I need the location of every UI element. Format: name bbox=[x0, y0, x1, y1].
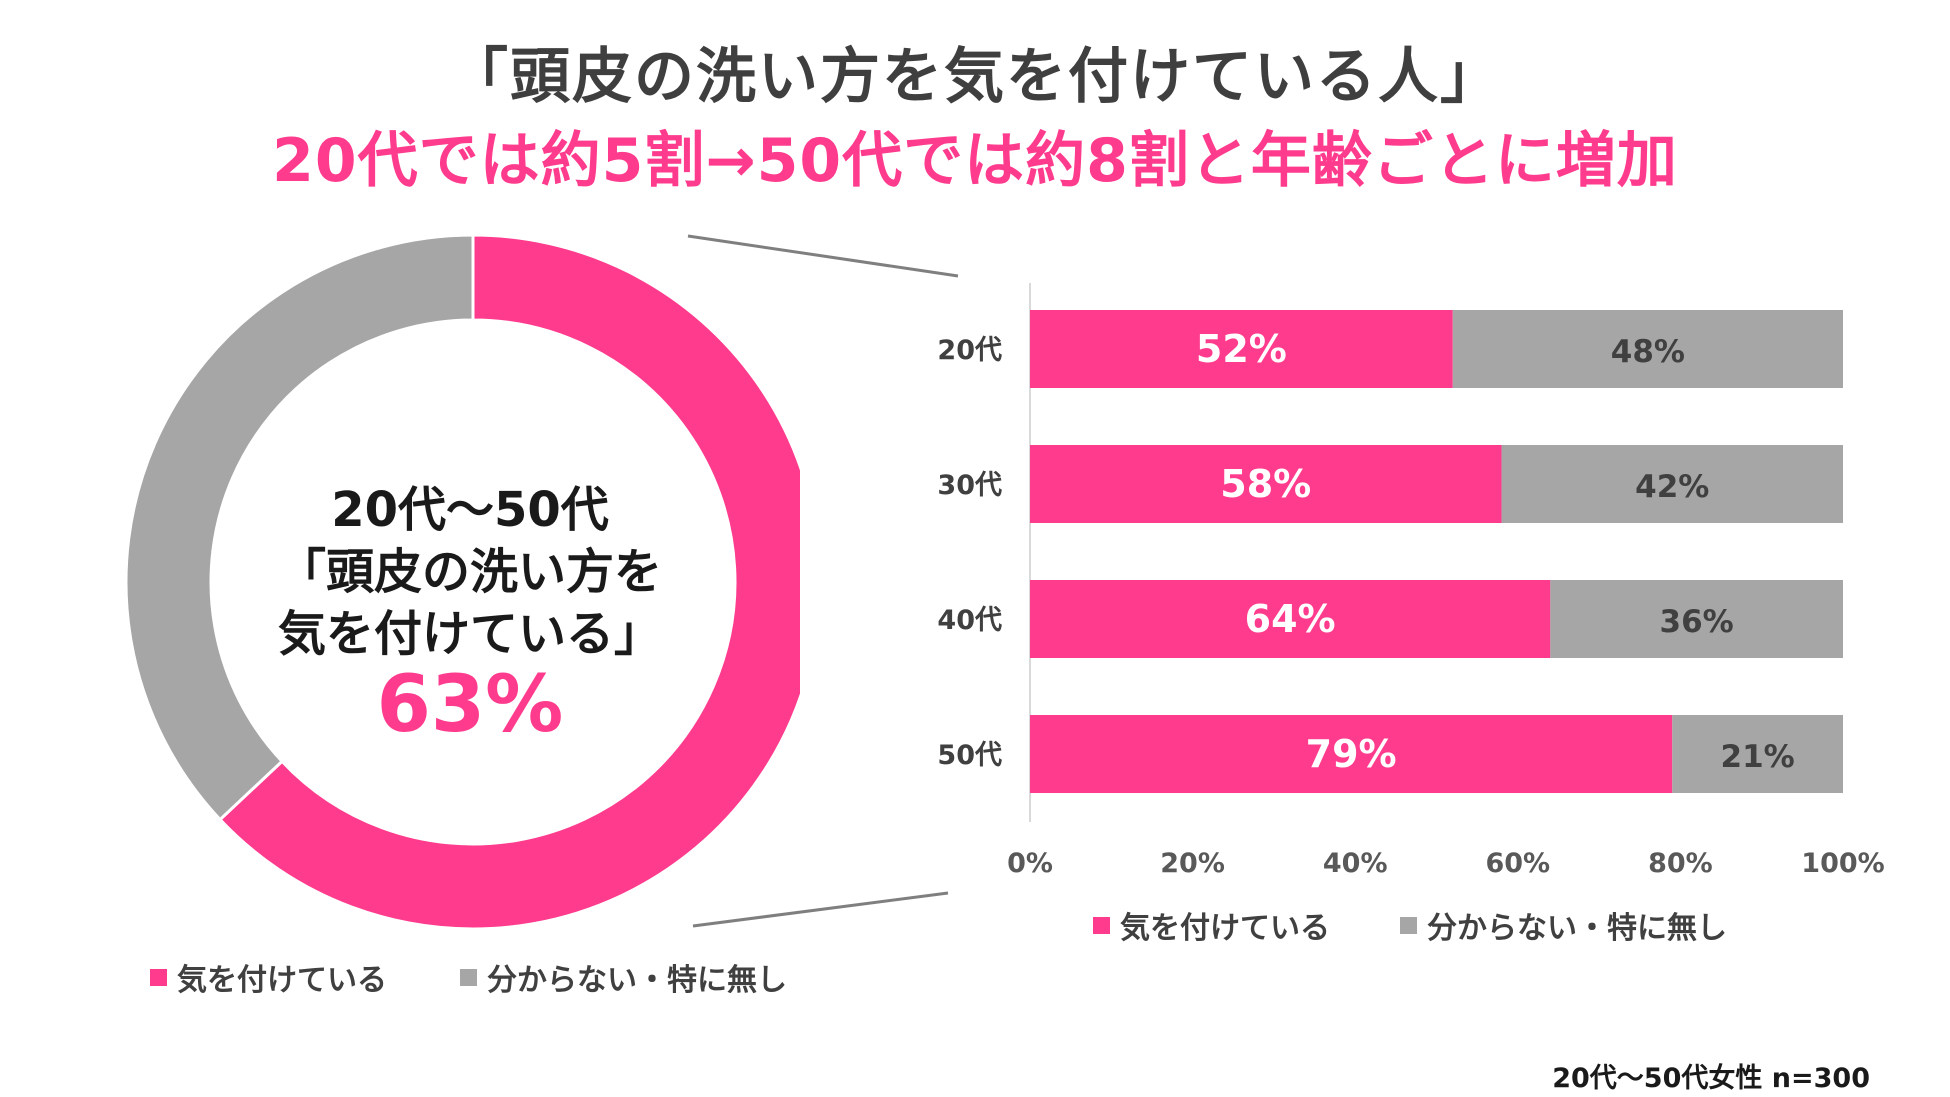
legend-swatch-gray bbox=[1400, 916, 1417, 934]
x-tick-label: 60% bbox=[1485, 848, 1550, 879]
bar-segment-none bbox=[1501, 445, 1843, 523]
y-tick-label: 30代 bbox=[937, 470, 1002, 501]
bar-data-label: 36% bbox=[1660, 604, 1734, 640]
y-tick-label: 40代 bbox=[937, 605, 1002, 636]
bar-data-label: 52% bbox=[1196, 327, 1287, 371]
zoom-connector-top bbox=[687, 234, 959, 278]
x-tick-label: 80% bbox=[1648, 848, 1713, 879]
bar-data-label: 48% bbox=[1611, 334, 1685, 370]
chart-subtitle: 20代では約5割→50代では約8割と年齢ごとに増加 bbox=[272, 126, 1678, 196]
legend-label: 分からない・特に無し bbox=[487, 963, 787, 998]
bar-segment-care bbox=[1030, 445, 1502, 523]
bar-segment-none bbox=[1452, 310, 1843, 388]
bar-segment-none bbox=[1672, 715, 1843, 793]
donut-center-line1: 20代～50代 bbox=[331, 482, 609, 538]
bar-data-label: 64% bbox=[1245, 597, 1336, 641]
bar-segment-care bbox=[1030, 715, 1673, 793]
y-tick-label: 50代 bbox=[937, 740, 1002, 771]
bar-data-label: 42% bbox=[1635, 469, 1709, 505]
x-tick-label: 100% bbox=[1801, 848, 1884, 879]
x-tick-label: 40% bbox=[1323, 848, 1388, 879]
bar-data-label: 21% bbox=[1721, 739, 1795, 775]
x-tick-label: 0% bbox=[1007, 848, 1053, 879]
bar-data-label: 79% bbox=[1306, 732, 1397, 776]
x-tick-label: 20% bbox=[1160, 848, 1225, 879]
bar-segment-care bbox=[1030, 310, 1453, 388]
donut-center-value: 63% bbox=[376, 660, 564, 750]
bar-segment-care bbox=[1030, 580, 1551, 658]
donut-center-line2: 「頭皮の洗い方を bbox=[277, 544, 662, 600]
legend-label: 分からない・特に無し bbox=[1427, 911, 1727, 946]
bar-legend-item-none: 分からない・特に無し bbox=[1400, 903, 1727, 947]
bar-data-label: 58% bbox=[1220, 462, 1311, 506]
legend-swatch-pink bbox=[150, 968, 167, 986]
legend-swatch-pink bbox=[1093, 916, 1110, 934]
legend-label: 気を付けている bbox=[177, 963, 387, 998]
donut-legend-item-none: 分からない・特に無し bbox=[460, 955, 787, 999]
donut-center-line3: 気を付けている」 bbox=[277, 606, 662, 662]
zoom-connector-bottom bbox=[692, 891, 949, 928]
chart-title: 「頭皮の洗い方を気を付けている人」 bbox=[448, 42, 1502, 112]
bar-legend-item-care: 気を付けている bbox=[1093, 903, 1330, 947]
donut-slice-care bbox=[217, 233, 800, 931]
bar-segment-none bbox=[1550, 580, 1843, 658]
donut-slice-none bbox=[124, 233, 475, 822]
donut-legend-item-care: 気を付けている bbox=[150, 955, 387, 999]
legend-swatch-gray bbox=[460, 968, 477, 986]
stacked-bar-chart: 0% 20% 40% 60% 80% 100% 20代 52% 48% 30代 58% 42% 40代 6… bbox=[687, 234, 1885, 928]
legend-label: 気を付けている bbox=[1120, 911, 1330, 946]
footnote: 20代～50代女性 n=300 bbox=[1552, 1063, 1870, 1094]
y-tick-label: 20代 bbox=[937, 335, 1002, 366]
donut-chart bbox=[124, 233, 800, 931]
